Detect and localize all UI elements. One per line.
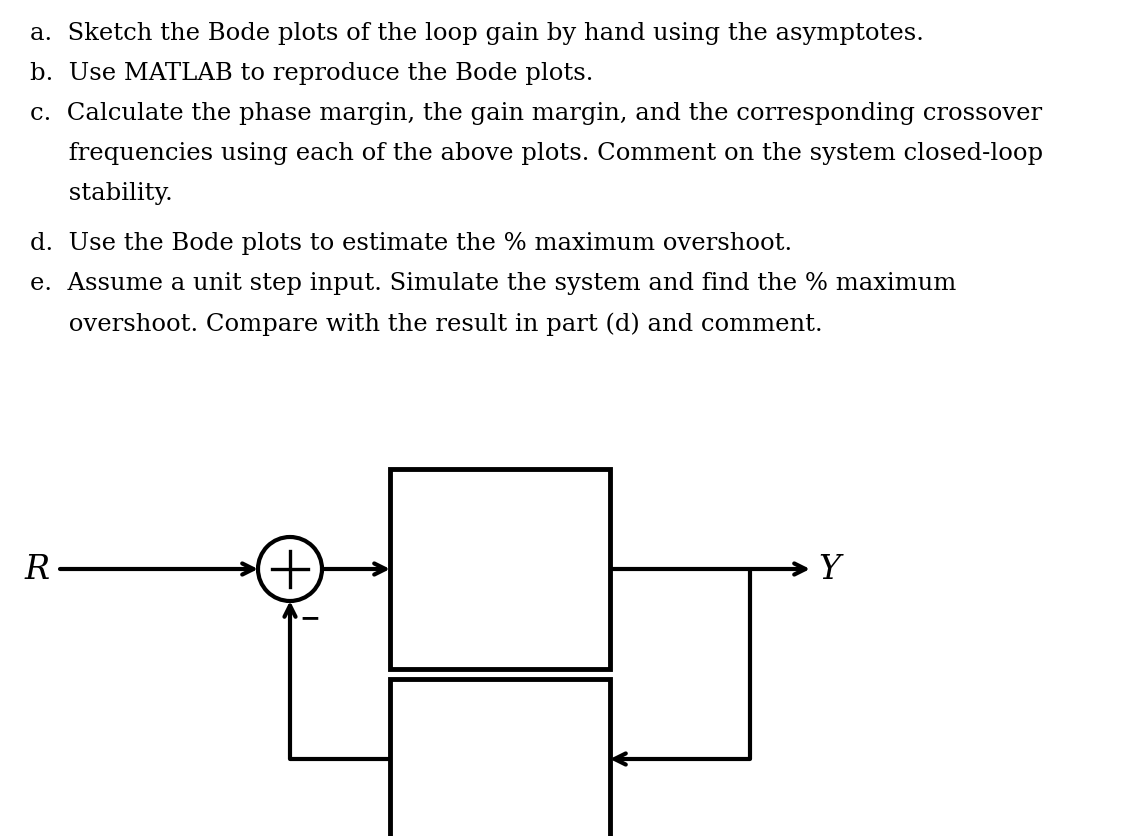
Text: (s + 4): (s + 4) (449, 781, 552, 808)
Text: 10: 10 (479, 514, 521, 545)
Text: overshoot. Compare with the result in part (d) and comment.: overshoot. Compare with the result in pa… (29, 312, 823, 335)
Text: R: R (25, 553, 50, 585)
Text: c.  Calculate the phase margin, the gain margin, and the corresponding crossover: c. Calculate the phase margin, the gain … (29, 102, 1042, 125)
Bar (390, 470, 610, 669)
Text: Y: Y (818, 553, 840, 585)
Text: s(s + 1): s(s + 1) (441, 599, 560, 627)
Text: 1: 1 (489, 708, 511, 739)
Text: frequencies using each of the above plots. Comment on the system closed-loop: frequencies using each of the above plot… (29, 142, 1043, 165)
Text: d.  Use the Bode plots to estimate the % maximum overshoot.: d. Use the Bode plots to estimate the % … (29, 232, 792, 255)
Text: stability.: stability. (29, 181, 172, 205)
Text: −: − (299, 605, 321, 630)
Bar (390, 679, 610, 836)
Text: b.  Use MATLAB to reproduce the Bode plots.: b. Use MATLAB to reproduce the Bode plot… (29, 62, 594, 85)
Text: a.  Sketch the Bode plots of the loop gain by hand using the asymptotes.: a. Sketch the Bode plots of the loop gai… (29, 22, 923, 45)
Text: e.  Assume a unit step input. Simulate the system and find the % maximum: e. Assume a unit step input. Simulate th… (29, 272, 956, 294)
